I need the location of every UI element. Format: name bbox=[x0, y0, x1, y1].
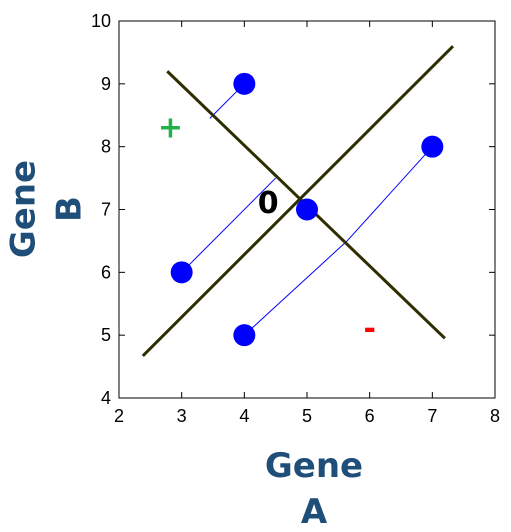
y-tick-label-0: 4 bbox=[101, 388, 111, 408]
x-tick-label-6: 8 bbox=[490, 406, 500, 426]
annotations: +0 - bbox=[158, 111, 376, 347]
data-point-0 bbox=[233, 72, 256, 95]
y-tick-label-1: 5 bbox=[101, 325, 111, 345]
data-point-4 bbox=[421, 135, 444, 158]
y-axis-title-line-0: Gene bbox=[4, 160, 44, 258]
x-tick-label-0: 2 bbox=[114, 406, 124, 426]
y-tick-label-3: 7 bbox=[101, 200, 111, 220]
annotation-0: + bbox=[158, 111, 183, 146]
data-points bbox=[170, 72, 444, 347]
x-axis-title-line-1: A bbox=[301, 492, 328, 532]
x-tick-label-4: 6 bbox=[365, 406, 375, 426]
x-tick-label-5: 7 bbox=[427, 406, 437, 426]
x-tick-label-3: 5 bbox=[302, 406, 312, 426]
annotation-2: - bbox=[363, 312, 375, 347]
x-axis-title-line-0: Gene bbox=[265, 446, 363, 486]
data-point-1 bbox=[170, 261, 193, 284]
x-tick-label-2: 4 bbox=[239, 406, 249, 426]
axis-line-0 bbox=[141, 45, 455, 357]
principal-axes bbox=[141, 45, 455, 357]
x-tick-label-1: 3 bbox=[177, 406, 187, 426]
projection-line-2 bbox=[243, 240, 348, 336]
y-tick-label-4: 8 bbox=[101, 137, 111, 157]
projection-line-3 bbox=[346, 146, 433, 242]
y-tick-label-2: 6 bbox=[101, 262, 111, 282]
projection-lines bbox=[181, 83, 433, 336]
data-point-2 bbox=[296, 198, 318, 221]
axis-ticks: 2 3 4 5 6 7 8 4 5 6 7 8 9 10 bbox=[91, 11, 500, 426]
data-point-3 bbox=[233, 324, 256, 347]
y-tick-label-6: 10 bbox=[91, 11, 111, 31]
y-axis-title-line-1: B bbox=[50, 196, 90, 222]
annotation-1: 0 bbox=[258, 186, 279, 221]
projection-line-1 bbox=[181, 177, 277, 273]
y-tick-label-5: 9 bbox=[101, 74, 111, 94]
